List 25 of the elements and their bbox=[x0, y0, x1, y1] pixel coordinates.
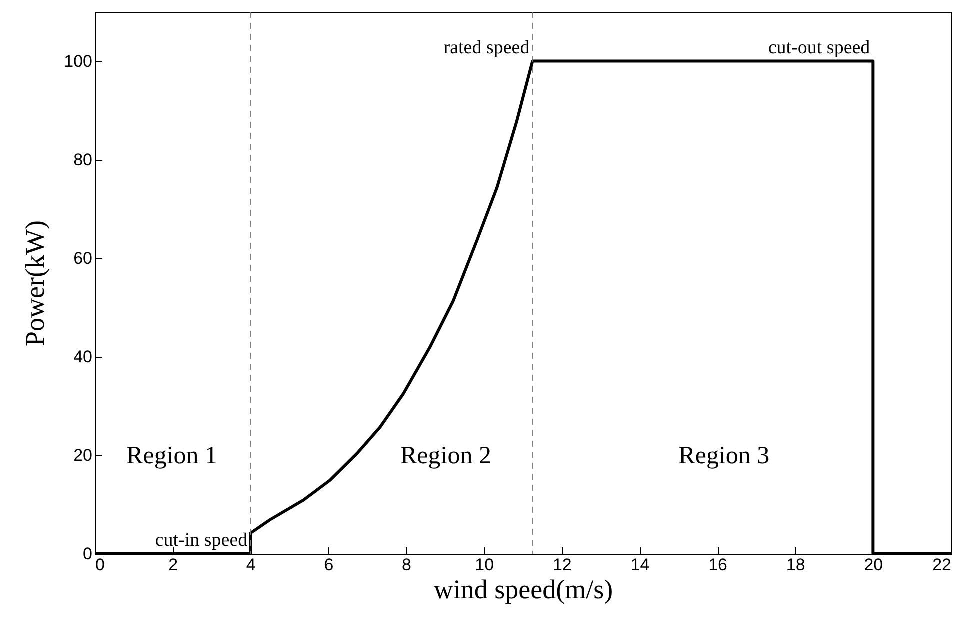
x-tick-label: 14 bbox=[630, 556, 650, 574]
x-tick-label: 2 bbox=[168, 556, 178, 574]
y-tick-label: 80 bbox=[74, 150, 92, 170]
x-tick-label: 10 bbox=[475, 556, 494, 574]
x-tick-label: 6 bbox=[324, 556, 334, 574]
x-tick-label: 16 bbox=[708, 556, 728, 574]
y-tick-label: 20 bbox=[74, 446, 92, 465]
annotation: cut-in speed bbox=[155, 530, 248, 551]
y-tick-label: 60 bbox=[74, 248, 92, 268]
annotation: cut-out speed bbox=[768, 37, 871, 58]
x-tick-label: 4 bbox=[246, 556, 256, 574]
annotation: Region 2 bbox=[400, 442, 492, 470]
x-tick-label: 20 bbox=[864, 556, 884, 574]
x-tick-label: 12 bbox=[552, 556, 572, 574]
y-tick-label: 100 bbox=[64, 52, 92, 71]
x-tick-label: 22 bbox=[932, 556, 952, 574]
annotation: Region 1 bbox=[126, 442, 218, 470]
annotation: rated speed bbox=[444, 37, 530, 58]
x-tick-label: 0 bbox=[96, 556, 105, 574]
annotation: Region 3 bbox=[678, 442, 770, 470]
x-axis-title: wind speed(m/s) bbox=[434, 574, 614, 604]
x-tick-label: 8 bbox=[402, 556, 412, 574]
x-tick-label: 18 bbox=[786, 556, 806, 574]
y-axis-title: Power(kW) bbox=[20, 220, 50, 346]
y-tick-label: 40 bbox=[74, 347, 92, 366]
